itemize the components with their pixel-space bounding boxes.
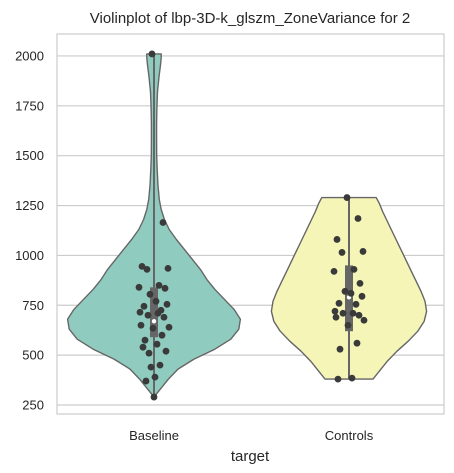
- plot-frame: [56, 33, 445, 415]
- data-point: [149, 324, 157, 332]
- data-point: [139, 343, 147, 351]
- data-point: [163, 300, 171, 308]
- data-point: [354, 215, 362, 222]
- data-point: [349, 309, 357, 317]
- data-point: [135, 283, 143, 291]
- x-tick-label: Controls: [325, 428, 374, 443]
- data-point: [146, 290, 154, 298]
- data-point: [153, 340, 161, 348]
- y-tick-label: 1500: [15, 148, 44, 163]
- data-point: [145, 349, 153, 357]
- data-point: [144, 311, 152, 319]
- data-point: [335, 299, 343, 307]
- y-tick-label: 500: [22, 348, 44, 363]
- y-tick-label: 1000: [15, 248, 44, 263]
- data-point: [355, 311, 363, 319]
- data-point: [136, 308, 144, 316]
- data-point: [332, 313, 340, 321]
- data-point: [140, 302, 148, 310]
- data-point: [137, 321, 145, 329]
- data-point: [160, 313, 168, 321]
- data-point: [343, 194, 351, 201]
- y-tick-label: 1250: [15, 198, 44, 213]
- data-point: [162, 347, 170, 355]
- data-point: [348, 374, 356, 382]
- y-tick-label: 750: [22, 298, 44, 313]
- data-point: [164, 264, 172, 272]
- data-point: [360, 316, 368, 324]
- data-point: [150, 393, 158, 401]
- x-tick-labels: Baseline Controls: [129, 428, 374, 443]
- data-point: [138, 262, 146, 270]
- data-point: [333, 236, 341, 243]
- x-tick-label: Baseline: [129, 428, 179, 443]
- data-point: [330, 267, 338, 275]
- data-point: [359, 248, 367, 255]
- data-point: [151, 373, 159, 381]
- data-point: [353, 339, 361, 347]
- data-point: [142, 377, 150, 385]
- data-point: [159, 219, 167, 226]
- data-point: [341, 287, 349, 295]
- violin-iqr-box: [150, 287, 158, 338]
- data-point: [141, 336, 149, 344]
- data-point: [352, 300, 360, 308]
- data-point: [158, 331, 166, 339]
- data-point: [334, 375, 342, 383]
- data-point: [143, 265, 151, 273]
- data-point: [161, 284, 169, 292]
- data-point: [358, 292, 366, 300]
- data-point: [350, 265, 358, 273]
- data-point: [347, 289, 355, 297]
- data-point: [156, 361, 164, 369]
- violin-median: [151, 319, 157, 324]
- data-point: [356, 279, 364, 287]
- data-point: [344, 321, 352, 329]
- x-axis-label: target: [231, 448, 270, 465]
- data-point: [331, 307, 339, 315]
- data-point: [165, 323, 173, 331]
- y-tick-label: 2000: [15, 48, 44, 63]
- data-point: [147, 363, 155, 371]
- data-point: [148, 50, 156, 58]
- data-point: [152, 297, 160, 305]
- data-points: [135, 50, 368, 401]
- data-point: [154, 309, 162, 317]
- data-point: [339, 309, 347, 317]
- chart-title: Violinplot of lbp-3D-k_glszm_ZoneVarianc…: [90, 10, 410, 27]
- y-tick-label: 1750: [15, 98, 44, 113]
- y-tick-label: 250: [22, 398, 44, 413]
- data-point: [338, 249, 346, 256]
- data-point: [155, 281, 163, 289]
- y-tick-labels: 250 500 750 1000 1250 1500 1750 2000: [15, 48, 44, 412]
- data-point: [336, 345, 344, 353]
